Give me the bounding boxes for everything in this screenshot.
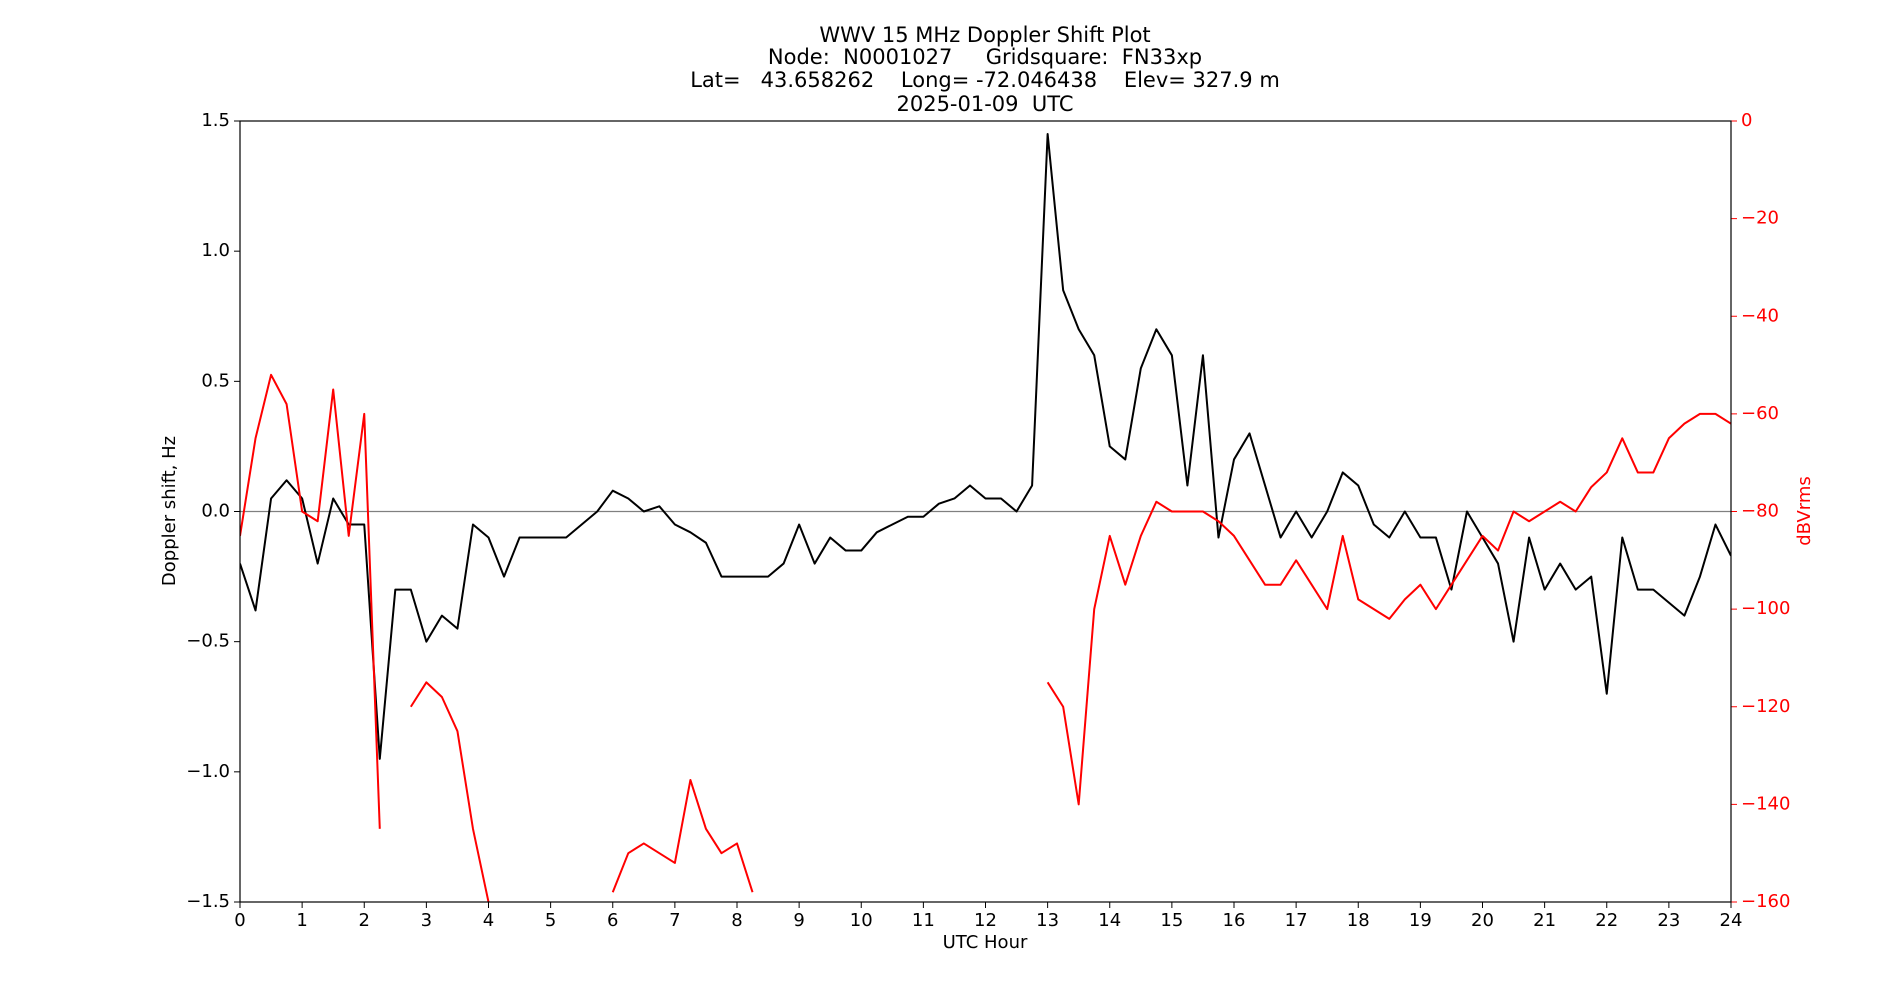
x-tick-label: 8 [731,910,742,931]
plot-frame [239,120,1732,903]
y-tick-label: −1.5 [186,891,230,912]
x-tick-label: 19 [1409,910,1432,931]
x-tick-label: 14 [1098,910,1121,931]
y-tick-label: 1.0 [201,240,230,261]
x-tick-label: 5 [545,910,556,931]
chart-title: WWV 15 MHz Doppler Shift Plot [819,23,1150,47]
y-tick-label: 0.5 [201,370,230,391]
x-tick-label: 3 [421,910,432,931]
y-tick-label: −0.5 [186,631,230,652]
y2-tick-label: −80 [1741,501,1779,522]
x-tick-label: 20 [1471,910,1494,931]
x-tick-label: 6 [607,910,618,931]
x-tick-label: 22 [1595,910,1618,931]
x-tick-label: 1 [296,910,307,931]
x-tick-label: 16 [1223,910,1246,931]
y2-tick-label: −120 [1741,696,1790,717]
x-tick-label: 21 [1533,910,1556,931]
y2-tick-label: −140 [1741,793,1790,814]
x-tick-label: 2 [359,910,370,931]
y-axis-label: Doppler shift, Hz [159,436,180,586]
x-tick-label: 18 [1347,910,1370,931]
x-tick-label: 0 [234,910,245,931]
y2-axis-label: dBVrms [1794,476,1815,546]
y2-tick-label: 0 [1741,110,1752,131]
x-tick-label: 13 [1036,910,1059,931]
x-tick-label: 9 [793,910,804,931]
data-line [240,133,1731,760]
y2-tick-label: −60 [1741,403,1779,424]
x-tick-label: 17 [1285,910,1308,931]
y2-tick-label: −160 [1741,891,1790,912]
x-tick-label: 4 [483,910,494,931]
x-tick-label: 7 [669,910,680,931]
x-tick-label: 12 [974,910,997,931]
y-tick-label: 1.5 [201,110,230,131]
x-tick-label: 11 [912,910,935,931]
chart-subtitle: 2025-01-09 UTC [896,92,1073,116]
data-line [240,373,1731,902]
x-tick-label: 10 [850,910,873,931]
x-tick-label: 15 [1160,910,1183,931]
chart-subtitle: Lat= 43.658262 Long= -72.046438 Elev= 32… [690,68,1280,92]
x-tick-label: 23 [1657,910,1680,931]
y2-tick-label: −40 [1741,305,1779,326]
y-tick-label: 0.0 [201,501,230,522]
y-tick-label: −1.0 [186,761,230,782]
y2-tick-label: −100 [1741,598,1790,619]
x-axis-label: UTC Hour [943,932,1028,953]
y2-tick-label: −20 [1741,208,1779,229]
chart-subtitle: Node: N0001027 Gridsquare: FN33xp [768,45,1202,69]
x-tick-label: 24 [1720,910,1743,931]
